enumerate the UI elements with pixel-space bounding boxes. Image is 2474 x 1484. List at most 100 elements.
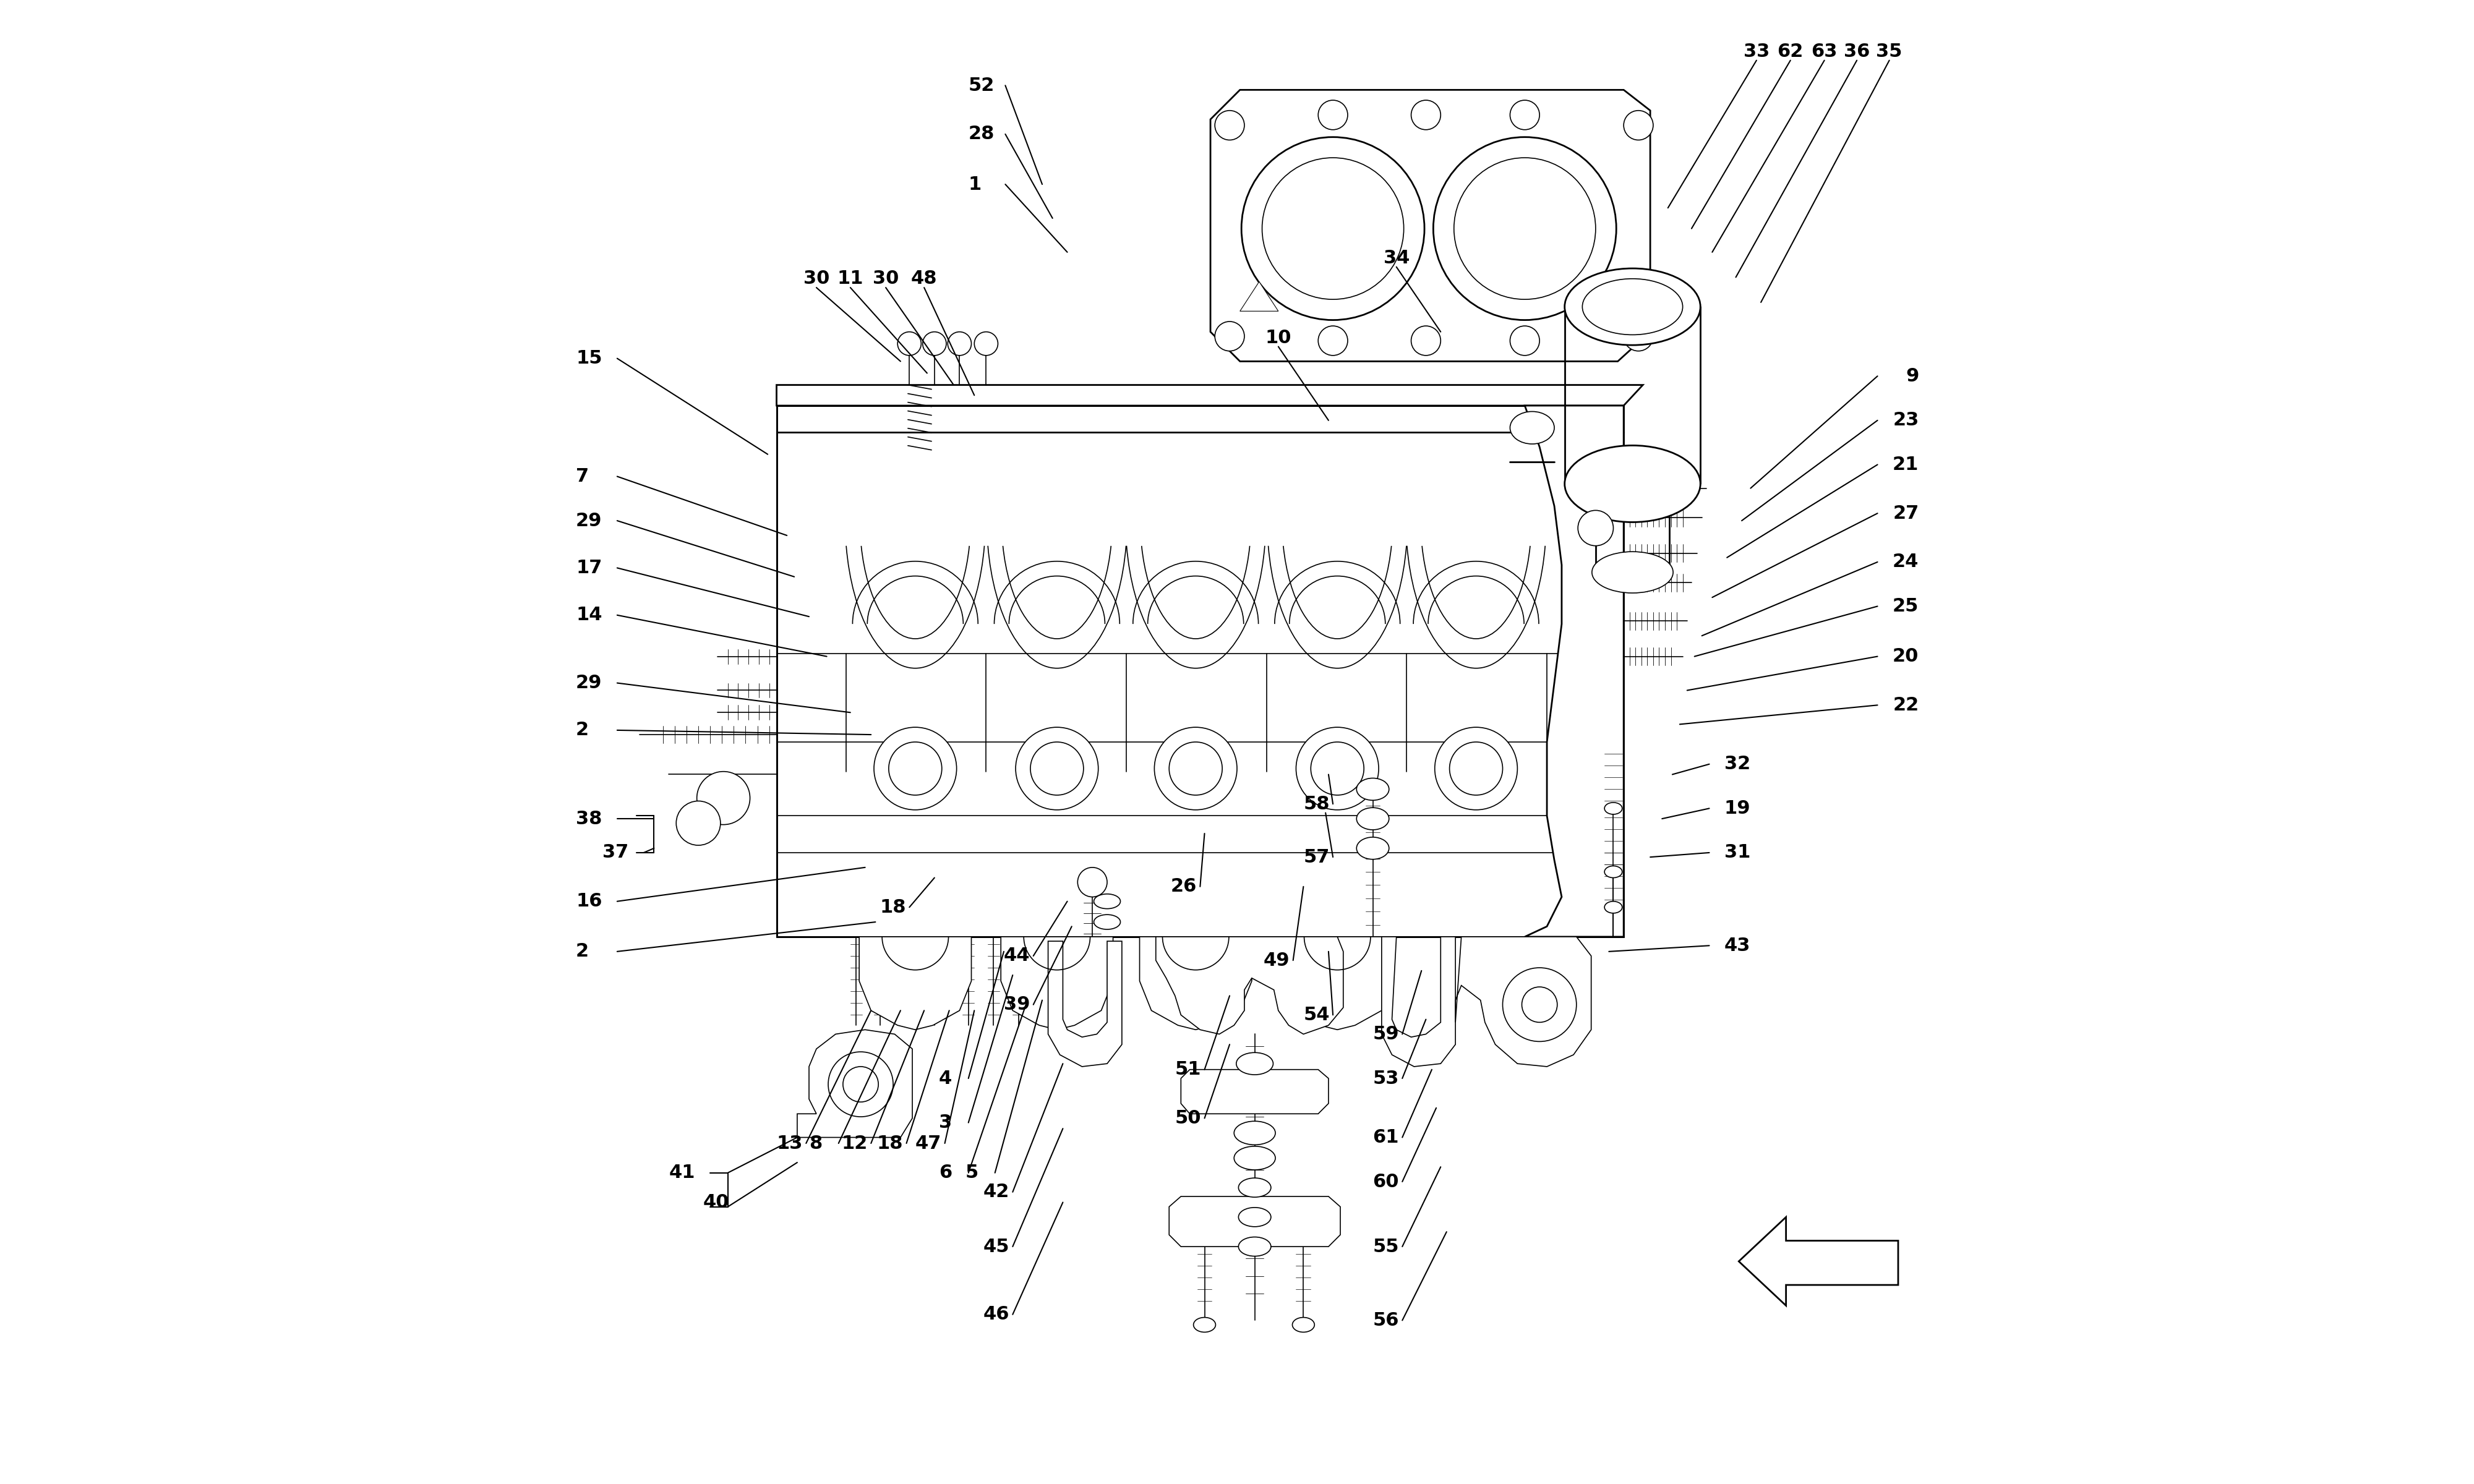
Polygon shape bbox=[1739, 1217, 1898, 1306]
Text: 56: 56 bbox=[1373, 1312, 1400, 1330]
Ellipse shape bbox=[1606, 867, 1623, 877]
Text: 12: 12 bbox=[841, 1134, 868, 1152]
Polygon shape bbox=[1141, 936, 1252, 1030]
Text: 39: 39 bbox=[1004, 996, 1029, 1014]
Text: 15: 15 bbox=[576, 349, 601, 368]
Circle shape bbox=[1079, 868, 1108, 896]
Text: 18: 18 bbox=[881, 898, 905, 916]
Text: 18: 18 bbox=[876, 1134, 903, 1152]
Ellipse shape bbox=[1235, 1146, 1277, 1169]
Text: 41: 41 bbox=[668, 1163, 695, 1181]
Ellipse shape bbox=[1356, 778, 1388, 800]
Text: 51: 51 bbox=[1175, 1061, 1202, 1079]
Polygon shape bbox=[1049, 941, 1121, 1067]
Text: 27: 27 bbox=[1893, 505, 1920, 522]
Polygon shape bbox=[1578, 282, 1618, 312]
Ellipse shape bbox=[1606, 803, 1623, 815]
Text: 28: 28 bbox=[967, 125, 995, 142]
Text: 58: 58 bbox=[1304, 795, 1329, 813]
Text: 48: 48 bbox=[910, 270, 938, 288]
Polygon shape bbox=[1455, 936, 1591, 1067]
Circle shape bbox=[1450, 742, 1502, 795]
Circle shape bbox=[1410, 326, 1440, 356]
Circle shape bbox=[1522, 987, 1556, 1022]
Circle shape bbox=[1170, 742, 1222, 795]
Text: 2: 2 bbox=[576, 942, 589, 960]
Text: 21: 21 bbox=[1893, 456, 1920, 473]
Text: 6: 6 bbox=[940, 1163, 952, 1181]
Text: 31: 31 bbox=[1724, 844, 1752, 862]
Ellipse shape bbox=[1564, 445, 1700, 522]
Text: 37: 37 bbox=[601, 844, 628, 862]
Text: 26: 26 bbox=[1170, 877, 1197, 895]
Text: 36: 36 bbox=[1843, 43, 1870, 61]
Polygon shape bbox=[1155, 936, 1343, 1034]
Text: 44: 44 bbox=[1004, 947, 1029, 965]
Text: 10: 10 bbox=[1264, 328, 1291, 347]
Text: 62: 62 bbox=[1776, 43, 1804, 61]
Circle shape bbox=[675, 801, 720, 846]
Ellipse shape bbox=[1606, 901, 1623, 913]
Polygon shape bbox=[1180, 1070, 1329, 1114]
Circle shape bbox=[1296, 727, 1378, 810]
Text: 3: 3 bbox=[940, 1113, 952, 1132]
Ellipse shape bbox=[1192, 1318, 1215, 1333]
Polygon shape bbox=[777, 384, 1643, 405]
Text: 25: 25 bbox=[1893, 597, 1920, 616]
Polygon shape bbox=[1002, 936, 1113, 1030]
Text: 53: 53 bbox=[1373, 1070, 1398, 1088]
Polygon shape bbox=[1282, 936, 1393, 1030]
Circle shape bbox=[873, 727, 957, 810]
Circle shape bbox=[1623, 322, 1653, 352]
Text: 11: 11 bbox=[836, 270, 863, 288]
Circle shape bbox=[948, 332, 972, 356]
Text: 33: 33 bbox=[1744, 43, 1769, 61]
Ellipse shape bbox=[1239, 1178, 1272, 1198]
Ellipse shape bbox=[1291, 1318, 1314, 1333]
Text: 61: 61 bbox=[1373, 1128, 1400, 1146]
Text: 43: 43 bbox=[1724, 936, 1752, 954]
Text: 59: 59 bbox=[1373, 1025, 1400, 1043]
Text: 1: 1 bbox=[967, 175, 982, 193]
Text: 14: 14 bbox=[576, 605, 601, 625]
Circle shape bbox=[829, 1052, 893, 1117]
Ellipse shape bbox=[1094, 893, 1121, 908]
Text: 19: 19 bbox=[1724, 800, 1752, 818]
Text: 30: 30 bbox=[873, 270, 898, 288]
Text: 57: 57 bbox=[1304, 849, 1329, 867]
Ellipse shape bbox=[1509, 411, 1554, 444]
Ellipse shape bbox=[1235, 1122, 1277, 1144]
Circle shape bbox=[1578, 510, 1613, 546]
Polygon shape bbox=[1170, 1196, 1341, 1247]
Text: 30: 30 bbox=[804, 270, 829, 288]
Text: 23: 23 bbox=[1893, 411, 1920, 429]
Ellipse shape bbox=[1239, 1208, 1272, 1227]
Circle shape bbox=[1319, 101, 1348, 129]
Polygon shape bbox=[1239, 282, 1279, 312]
Circle shape bbox=[1017, 727, 1098, 810]
Text: 7: 7 bbox=[576, 467, 589, 485]
Circle shape bbox=[1435, 727, 1517, 810]
Text: 29: 29 bbox=[576, 674, 601, 692]
Circle shape bbox=[888, 742, 943, 795]
Text: 49: 49 bbox=[1264, 951, 1289, 969]
Circle shape bbox=[898, 332, 920, 356]
Circle shape bbox=[1029, 742, 1084, 795]
Circle shape bbox=[1455, 157, 1596, 300]
Circle shape bbox=[1311, 742, 1363, 795]
Text: 16: 16 bbox=[576, 892, 601, 910]
Circle shape bbox=[1509, 326, 1539, 356]
Text: 29: 29 bbox=[576, 512, 601, 530]
Polygon shape bbox=[1210, 91, 1650, 361]
Circle shape bbox=[1242, 137, 1425, 321]
Text: 45: 45 bbox=[982, 1238, 1009, 1255]
Circle shape bbox=[1155, 727, 1237, 810]
Circle shape bbox=[1432, 137, 1616, 321]
Text: 42: 42 bbox=[982, 1183, 1009, 1201]
Circle shape bbox=[1319, 326, 1348, 356]
Text: 32: 32 bbox=[1724, 755, 1752, 773]
Circle shape bbox=[1262, 157, 1403, 300]
Polygon shape bbox=[1380, 936, 1455, 1067]
Circle shape bbox=[1623, 110, 1653, 139]
Text: 24: 24 bbox=[1893, 554, 1920, 571]
